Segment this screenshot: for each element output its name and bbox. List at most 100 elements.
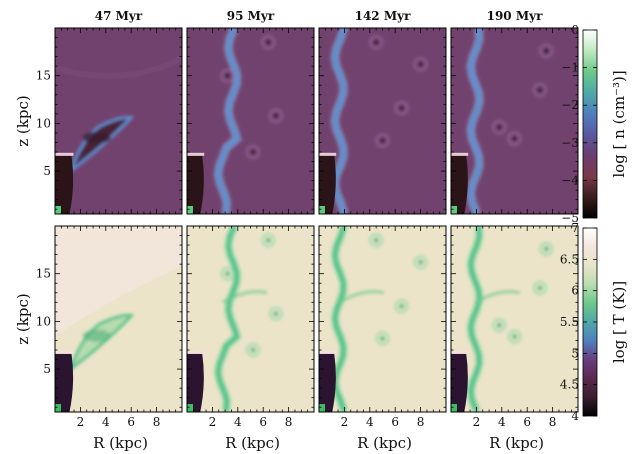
- colorbar-tick-label: 5.5: [560, 315, 579, 329]
- colorbar-tick-label: −4: [561, 173, 579, 187]
- panel-r1-c3: 2 4 6 8: [450, 225, 579, 429]
- vortex-ring: [261, 233, 276, 248]
- vortex-ring: [369, 233, 384, 248]
- panel-r1-c0: 5 10 15 2 4 6 8: [36, 225, 183, 429]
- colorbar-tick-label: 6.5: [560, 252, 579, 266]
- y-tick-label: 10: [36, 314, 51, 328]
- colorbar-tick-label: −1: [561, 61, 579, 75]
- x-tick-label: 4: [102, 415, 110, 429]
- plume: [213, 28, 283, 214]
- x-tick-label: 8: [285, 415, 293, 429]
- colorbar-tick-label: 7: [571, 221, 579, 235]
- x-axis-label: R (kpc): [93, 434, 148, 452]
- x-tick-label: 2: [209, 415, 217, 429]
- vortex-ring: [492, 318, 507, 333]
- shell-arc: [55, 55, 182, 79]
- y-tick-label: 10: [36, 116, 51, 130]
- vortex-ring: [413, 57, 428, 72]
- panel-r0-c3: [450, 27, 579, 215]
- column-title-2: 142 Myr: [355, 9, 411, 23]
- vortex-ring: [394, 299, 409, 314]
- colorbar-tick-label: −2: [561, 98, 579, 112]
- colorbar-tick-label: 0: [571, 23, 579, 37]
- colorbars: 0 −1 −2 −3 −4 −5 log [ n (cm⁻³)] 7 6.5 6 5.5 5 4.5 4 l…: [560, 23, 628, 423]
- vortex-ring: [246, 145, 261, 159]
- vortex-ring: [246, 343, 261, 357]
- vortex-ring: [375, 331, 390, 346]
- vortex-ring: [539, 43, 554, 58]
- x-axis-label: R (kpc): [225, 434, 280, 452]
- panel-grid: 5 10 15 5 10 15 2 4 6 8 2 4 6 8 2 4 6 8 2 4 6 8: [36, 27, 579, 429]
- ticks: [451, 27, 579, 214]
- hot-halo: [55, 226, 182, 336]
- x-tick-label: 6: [391, 415, 399, 429]
- column-titles: 47 Myr 95 Myr 142 Myr 190 Myr: [95, 9, 543, 23]
- panel-r1-c2: 2 4 6 8: [318, 225, 447, 429]
- x-axis-label: R (kpc): [357, 434, 412, 452]
- vortex-ring: [261, 35, 276, 50]
- panel-r0-c0: 5 10 15: [36, 27, 183, 215]
- x-tick-label: 4: [498, 415, 506, 429]
- ticks: [55, 27, 183, 214]
- y-axis-label: z (kpc): [14, 95, 32, 146]
- colorbar-tick-label: 4.5: [560, 378, 579, 392]
- x-tick-label: 2: [77, 415, 85, 429]
- galaxy-disk: [319, 353, 336, 412]
- colorbar-label: log [ T (K)]: [610, 281, 628, 363]
- vortex-ring: [220, 68, 235, 83]
- galaxy-disk: [187, 155, 204, 214]
- y-tick-label: 15: [36, 267, 51, 281]
- column-title-1: 95 Myr: [227, 9, 275, 23]
- y-tick-label: 15: [36, 69, 51, 83]
- vortex-ring: [492, 120, 507, 135]
- vortex-ring: [413, 255, 428, 270]
- vortex-ring: [532, 83, 547, 97]
- colorbar-tick-label: 6: [571, 284, 579, 298]
- column-title-3: 190 Myr: [487, 9, 543, 23]
- panel-r0-c1: [186, 27, 315, 215]
- colorbar-density: 0 −1 −2 −3 −4 −5 log [ n (cm⁻³)]: [561, 23, 628, 225]
- colorbar-tick-label: 5: [571, 346, 579, 360]
- vortex-ring: [268, 306, 283, 321]
- y-tick-label: 5: [43, 362, 51, 376]
- ticks: [319, 27, 447, 214]
- x-tick-label: 6: [523, 415, 531, 429]
- colorbar-tick-label: −5: [561, 211, 579, 225]
- vortex-ring: [369, 35, 384, 50]
- colorbar-label: log [ n (cm⁻³)]: [610, 70, 628, 177]
- x-tick-label: 8: [549, 415, 557, 429]
- vortex-ring: [539, 241, 554, 256]
- vortex-ring: [507, 131, 522, 146]
- galaxy-disk: [55, 155, 74, 214]
- galaxy-disk: [55, 353, 74, 412]
- plume: [466, 226, 554, 412]
- panel-background: [187, 226, 314, 412]
- ticks: [187, 27, 315, 214]
- x-tick-label: 6: [259, 415, 267, 429]
- x-tick-label: 4: [366, 415, 374, 429]
- panel-r1-c1: 2 4 6 8: [186, 225, 315, 429]
- vortex-ring: [220, 266, 235, 281]
- panel-r0-c2: [318, 27, 447, 215]
- plume: [466, 28, 554, 214]
- colorbar-tick-label: 4: [571, 409, 579, 423]
- ticks: [187, 225, 315, 412]
- x-tick-label: 8: [153, 415, 161, 429]
- x-tick-label: 2: [341, 415, 349, 429]
- x-tick-label: 2: [473, 415, 481, 429]
- x-axis-label: R (kpc): [489, 434, 544, 452]
- panel-background: [187, 28, 314, 214]
- ticks: [319, 225, 447, 412]
- vortex-ring: [394, 101, 409, 116]
- x-tick-label: 6: [127, 415, 135, 429]
- galaxy-disk: [451, 353, 468, 412]
- axis-labels: z (kpc) R (kpc) R (kpc) R (kpc) R (kpc) z (kp…: [14, 95, 544, 452]
- vortex-ring: [532, 281, 547, 295]
- plume: [213, 226, 283, 412]
- vortex-ring: [268, 108, 283, 123]
- y-tick-label: 5: [43, 164, 51, 178]
- galaxy-disk: [451, 155, 468, 214]
- vortex-ring: [507, 329, 522, 344]
- galaxy-disk: [187, 353, 204, 412]
